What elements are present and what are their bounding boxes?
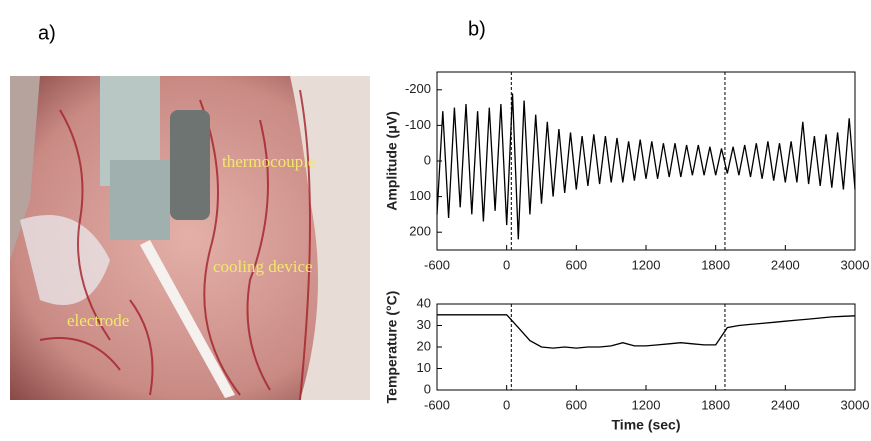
y-axis-label: Temperature (°C) <box>384 291 400 404</box>
x-tick-label: 2400 <box>771 397 800 412</box>
x-tick-label: 3000 <box>841 397 870 412</box>
x-tick-label: 2400 <box>771 257 800 272</box>
plot-frame <box>436 71 856 251</box>
photo-label: cooling device <box>213 257 313 276</box>
x-tick-label: 1200 <box>632 397 661 412</box>
x-tick-label: 3000 <box>841 257 870 272</box>
y-tick-label: -200 <box>405 81 431 96</box>
y-tick-label: 20 <box>417 338 431 353</box>
data-line <box>437 314 856 349</box>
photo-label: thermocouple <box>222 152 315 171</box>
x-tick-label: 0 <box>503 397 510 412</box>
y-tick-label: 0 <box>424 381 431 396</box>
x-axis-label: Time (sec) <box>612 417 681 433</box>
y-tick-label: -100 <box>405 117 431 132</box>
x-tick-label: 1200 <box>632 257 661 272</box>
x-tick-label: -600 <box>424 397 450 412</box>
photo-label: electrode <box>67 311 129 330</box>
y-tick-label: 100 <box>409 188 431 203</box>
y-tick-label: 200 <box>409 224 431 239</box>
plot-frame <box>436 303 856 391</box>
y-tick-label: 40 <box>417 295 431 310</box>
panel-label: b) <box>468 18 486 40</box>
panel-label: a) <box>38 22 56 44</box>
y-tick-label: 0 <box>424 152 431 167</box>
x-tick-label: 600 <box>565 257 587 272</box>
y-tick-label: 30 <box>417 317 431 332</box>
photo: thermocouple cooling device electrode <box>10 76 370 401</box>
data-line <box>436 93 856 240</box>
y-axis-label: Amplitude (μV) <box>384 111 400 211</box>
x-tick-label: 0 <box>503 257 510 272</box>
x-tick-label: 1800 <box>701 397 730 412</box>
x-tick-label: 1800 <box>701 257 730 272</box>
x-tick-label: -600 <box>424 257 450 272</box>
y-tick-label: 10 <box>417 360 431 375</box>
x-tick-label: 600 <box>565 397 587 412</box>
